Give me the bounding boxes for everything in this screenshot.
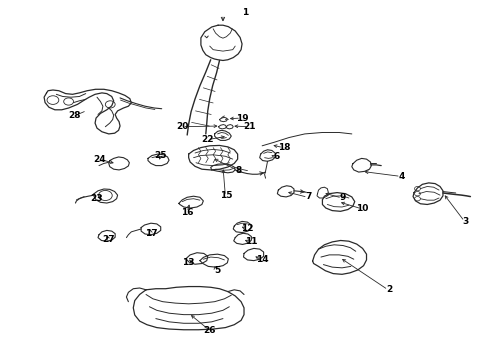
Text: 6: 6 [273,152,279,161]
Text: 23: 23 [90,194,102,203]
Text: 7: 7 [305,192,312,201]
Text: 15: 15 [220,192,233,200]
Text: 26: 26 [203,326,216,335]
Text: 2: 2 [387,285,392,294]
Text: 19: 19 [236,113,248,122]
Text: 25: 25 [154,151,167,160]
Text: 21: 21 [244,122,256,131]
Text: 4: 4 [398,171,405,180]
Text: 18: 18 [278,143,291,152]
Text: 3: 3 [463,216,468,225]
Text: 12: 12 [241,224,253,233]
Text: 1: 1 [242,8,248,17]
Text: 27: 27 [102,235,115,243]
Text: 14: 14 [256,256,269,264]
Text: 9: 9 [340,193,346,202]
Text: 11: 11 [245,238,258,246]
Text: 5: 5 [214,266,220,275]
Text: 8: 8 [236,166,242,175]
Text: 28: 28 [69,111,81,120]
Text: 10: 10 [356,204,369,213]
Text: 20: 20 [176,122,189,131]
Text: 22: 22 [201,135,214,144]
Text: 24: 24 [93,154,106,163]
Text: 17: 17 [145,229,157,238]
Text: 13: 13 [182,258,195,266]
Text: 16: 16 [181,208,194,217]
